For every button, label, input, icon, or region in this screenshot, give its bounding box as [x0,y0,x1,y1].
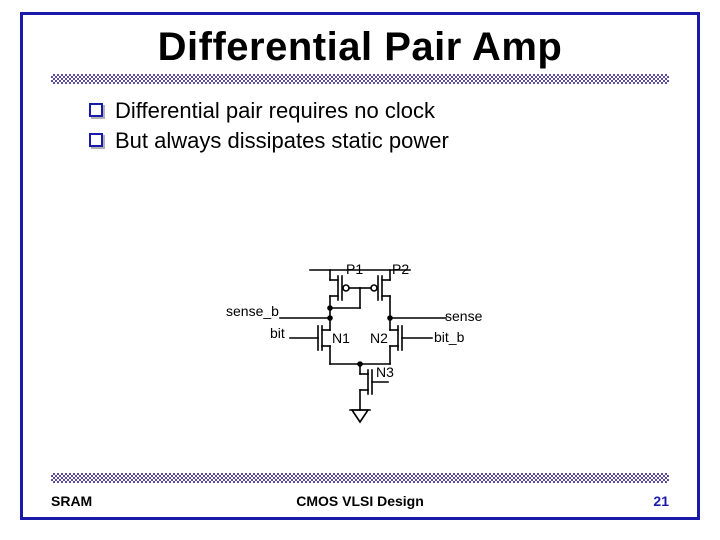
slide-frame: Differential Pair Amp Differential pair … [20,12,700,520]
bullet-box-icon [89,133,103,147]
label-n3: N3 [376,364,394,380]
bullet-item: But always dissipates static power [89,128,657,154]
footer-center: CMOS VLSI Design [296,493,424,509]
footer-divider [51,473,669,483]
label-sense: sense [445,308,483,324]
bullet-text: Differential pair requires no clock [115,98,435,124]
label-bit: bit [270,325,285,341]
title-divider [51,74,669,84]
footer-left: SRAM [51,493,92,509]
label-bit-b: bit_b [434,329,465,345]
label-sense-b: sense_b [226,303,279,319]
label-n2: N2 [370,330,388,346]
bullet-item: Differential pair requires no clock [89,98,657,124]
bullet-box-icon [89,103,103,117]
label-p1: P1 [346,261,363,277]
bullet-text: But always dissipates static power [115,128,449,154]
bullet-list: Differential pair requires no clock But … [23,84,697,168]
slide-title: Differential Pair Amp [23,15,697,74]
slide-footer: SRAM CMOS VLSI Design 21 [51,493,669,509]
label-p2: P2 [392,261,409,277]
label-n1: N1 [332,330,350,346]
circuit-diagram: P1 P2 N1 N2 N3 sense_b sense bit bit_b [220,260,500,450]
footer-page-number: 21 [653,493,669,509]
